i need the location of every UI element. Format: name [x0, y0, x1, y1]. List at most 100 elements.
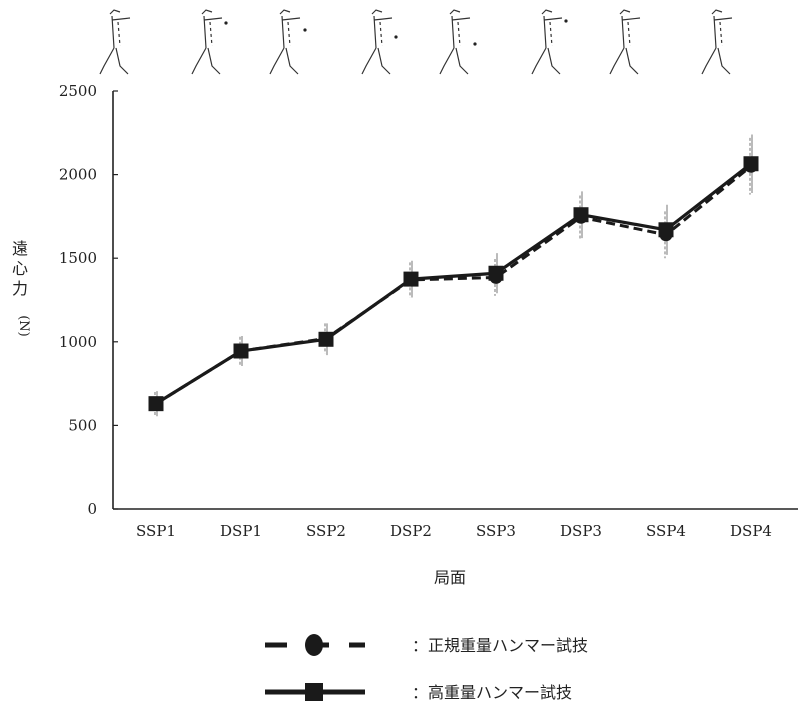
- x-tick-label-1: DSP1: [220, 522, 262, 540]
- figure-torso-6: [621, 15, 625, 49]
- legend-label-normal: ：正規重量ハンマー試技: [412, 636, 588, 655]
- y-tick-label-3: 1500: [59, 249, 97, 267]
- point-1-3: [403, 271, 419, 287]
- point-1-6: [658, 222, 674, 238]
- figure-wire-3: [379, 21, 383, 47]
- y-axis-label-char-1: 遠: [12, 239, 28, 258]
- y-tick-label-5: 2500: [59, 82, 97, 100]
- figure-head-5: [541, 9, 553, 15]
- x-tick-label-2: SSP2: [306, 522, 346, 540]
- figure-leg-right-5: [547, 47, 561, 75]
- hammer-head-dot-3: [394, 35, 398, 39]
- series-line-0: [155, 165, 752, 405]
- x-axis-label: 局面: [434, 568, 466, 587]
- athlete-phase-figure-icon-4: [439, 9, 477, 75]
- figure-torso-2: [281, 15, 285, 49]
- figure-torso-4: [451, 15, 455, 49]
- legend-label-heavy: ：高重量ハンマー試技: [412, 683, 572, 702]
- legend-item-normal: ：正規重量ハンマー試技: [265, 634, 588, 656]
- figure-leg-right-1: [207, 47, 221, 75]
- figure-wire-6: [627, 21, 631, 47]
- y-ticks: 0 500 1000 1500 2000 2500: [59, 82, 118, 518]
- figure-arms-2: [281, 17, 301, 21]
- figure-wire-1: [209, 21, 213, 47]
- figure-leg-left-6: [609, 47, 625, 75]
- x-tick-label-4: SSP3: [476, 522, 516, 540]
- figure-head-3: [371, 9, 383, 15]
- y-tick-label-0: 0: [87, 500, 97, 518]
- x-tick-label-3: DSP2: [390, 522, 432, 540]
- figure-arms-0: [111, 17, 131, 21]
- hammer-head-dot-1: [224, 21, 228, 25]
- figure-leg-right-4: [455, 47, 469, 75]
- x-tick-label-5: DSP3: [560, 522, 602, 540]
- figure-leg-right-2: [285, 47, 299, 75]
- y-axis-label: 遠 心 力 (N): [12, 239, 31, 337]
- athlete-phase-figure-icon-7: [701, 9, 733, 75]
- hammer-head-dot-5: [564, 19, 568, 23]
- phase-figures-row: [99, 9, 733, 75]
- point-1-4: [488, 265, 504, 281]
- y-axis-label-unit: (N): [16, 315, 31, 337]
- figure-leg-right-6: [625, 47, 639, 75]
- figure-wire-5: [549, 21, 553, 47]
- athlete-phase-figure-icon-3: [361, 9, 398, 75]
- figure-head-2: [279, 9, 291, 15]
- athlete-phase-figure-icon-1: [191, 9, 228, 75]
- figure-leg-right-3: [377, 47, 391, 75]
- figure-head-0: [109, 9, 121, 15]
- legend-swatch-heavy-marker: [305, 683, 323, 701]
- figure-arms-3: [373, 17, 393, 21]
- y-tick-label-2: 1000: [59, 333, 97, 351]
- hammer-head-dot-4: [473, 42, 477, 46]
- athlete-phase-figure-icon-0: [99, 9, 131, 75]
- figure-arms-7: [713, 17, 733, 21]
- x-tick-label-7: DSP4: [730, 522, 772, 540]
- point-1-0: [148, 396, 164, 412]
- figure-leg-right-0: [115, 47, 129, 75]
- figure-torso-0: [111, 15, 115, 49]
- point-1-1: [233, 343, 249, 359]
- figure-leg-left-7: [701, 47, 717, 75]
- figure-leg-left-5: [531, 47, 547, 75]
- legend-item-heavy: ：高重量ハンマー試技: [265, 683, 572, 702]
- y-tick-label-4: 2000: [59, 166, 97, 184]
- figure-leg-left-0: [99, 47, 115, 75]
- series-markers: [148, 156, 759, 412]
- series-lines: [155, 162, 752, 406]
- figure-head-7: [711, 9, 723, 15]
- figure-wire-2: [287, 21, 291, 47]
- hammer-head-dot-2: [303, 28, 307, 32]
- point-1-7: [743, 156, 759, 172]
- x-ticks: SSP1 DSP1 SSP2 DSP2 SSP3 DSP3 SSP4 DSP4: [136, 522, 772, 540]
- figure-head-6: [619, 9, 631, 15]
- figure-arms-4: [451, 17, 471, 21]
- x-tick-label-6: SSP4: [646, 522, 686, 540]
- legend-swatch-normal-marker: [305, 634, 323, 656]
- y-axis-label-char-3: 力: [12, 279, 28, 298]
- figure-arms-5: [543, 17, 563, 21]
- figure-wire-0: [117, 21, 121, 47]
- athlete-phase-figure-icon-5: [531, 9, 568, 75]
- figure-wire-4: [457, 21, 461, 47]
- x-tick-label-0: SSP1: [136, 522, 176, 540]
- point-1-5: [573, 207, 589, 223]
- figure-leg-left-3: [361, 47, 377, 75]
- figure-wire-7: [719, 21, 723, 47]
- axes: [112, 91, 798, 510]
- figure-torso-3: [373, 15, 377, 49]
- figure-head-1: [201, 9, 213, 15]
- figure-torso-5: [543, 15, 547, 49]
- figure-torso-1: [203, 15, 207, 49]
- legend: ：正規重量ハンマー試技 ：高重量ハンマー試技: [265, 634, 588, 702]
- figure-leg-left-2: [269, 47, 285, 75]
- figure-leg-right-7: [717, 47, 731, 75]
- athlete-phase-figure-icon-2: [269, 9, 307, 75]
- y-tick-label-1: 500: [68, 416, 97, 434]
- figure-leg-left-1: [191, 47, 207, 75]
- figure-arms-6: [621, 17, 641, 21]
- athlete-phase-figure-icon-6: [609, 9, 641, 75]
- series-line-1: [155, 162, 752, 406]
